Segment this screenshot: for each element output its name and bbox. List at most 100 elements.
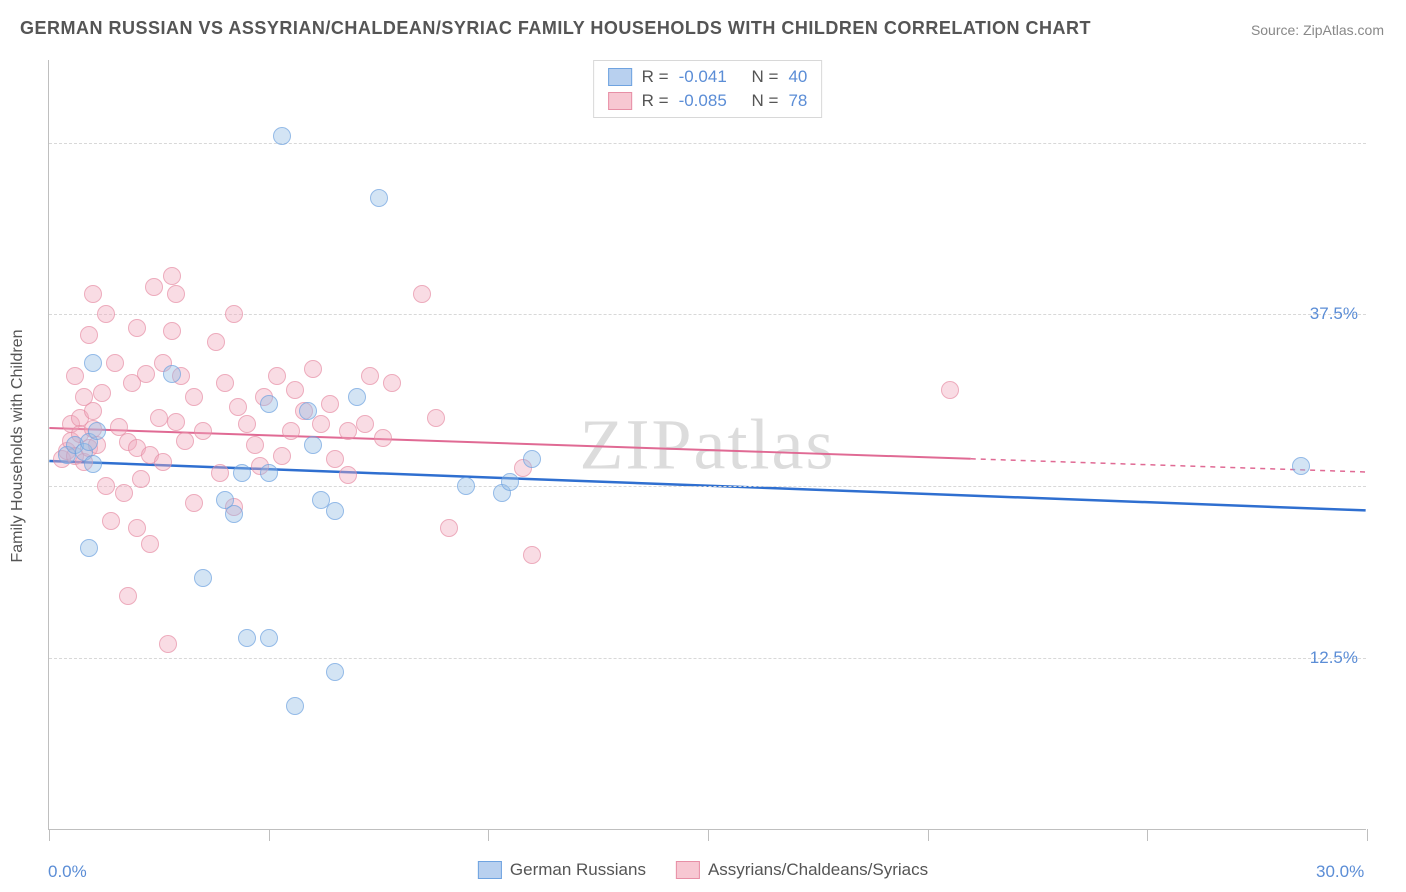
scatter-point — [260, 464, 278, 482]
legend-row-series-2: R = -0.085 N = 78 — [608, 89, 808, 113]
scatter-point — [106, 354, 124, 372]
scatter-point — [225, 505, 243, 523]
scatter-point — [339, 422, 357, 440]
scatter-point — [246, 436, 264, 454]
legend-series: German Russians Assyrians/Chaldeans/Syri… — [478, 860, 928, 880]
x-tick — [1367, 829, 1368, 841]
scatter-point — [150, 409, 168, 427]
scatter-point — [93, 384, 111, 402]
r-value-1: -0.041 — [679, 67, 727, 87]
gridline — [49, 658, 1366, 659]
scatter-point — [88, 422, 106, 440]
n-value-1: 40 — [788, 67, 807, 87]
n-value-2: 78 — [788, 91, 807, 111]
scatter-point — [941, 381, 959, 399]
scatter-point — [501, 473, 519, 491]
scatter-point — [326, 450, 344, 468]
scatter-point — [268, 367, 286, 385]
scatter-point — [119, 587, 137, 605]
legend-item-2: Assyrians/Chaldeans/Syriacs — [676, 860, 928, 880]
r-label: R = — [642, 67, 669, 87]
scatter-point — [440, 519, 458, 537]
x-tick — [708, 829, 709, 841]
scatter-point — [523, 546, 541, 564]
r-label: R = — [642, 91, 669, 111]
x-tick — [269, 829, 270, 841]
scatter-point — [167, 285, 185, 303]
scatter-point — [145, 278, 163, 296]
gridline — [49, 314, 1366, 315]
x-tick — [488, 829, 489, 841]
scatter-point — [115, 484, 133, 502]
scatter-point — [167, 413, 185, 431]
scatter-point — [286, 697, 304, 715]
scatter-point — [225, 305, 243, 323]
scatter-point — [383, 374, 401, 392]
legend-label-2: Assyrians/Chaldeans/Syriacs — [708, 860, 928, 880]
n-label: N = — [752, 91, 779, 111]
scatter-point — [339, 466, 357, 484]
scatter-point — [154, 453, 172, 471]
scatter-point — [194, 569, 212, 587]
scatter-point — [84, 285, 102, 303]
scatter-point — [207, 333, 225, 351]
scatter-point — [282, 422, 300, 440]
scatter-point — [374, 429, 392, 447]
scatter-point — [128, 319, 146, 337]
legend-row-series-1: R = -0.041 N = 40 — [608, 65, 808, 89]
scatter-point — [523, 450, 541, 468]
scatter-point — [233, 464, 251, 482]
scatter-point — [1292, 457, 1310, 475]
scatter-point — [163, 267, 181, 285]
scatter-point — [185, 494, 203, 512]
scatter-point — [312, 415, 330, 433]
scatter-point — [211, 464, 229, 482]
scatter-point — [413, 285, 431, 303]
legend-label-1: German Russians — [510, 860, 646, 880]
scatter-point — [141, 535, 159, 553]
y-tick-label: 12.5% — [1310, 648, 1358, 668]
scatter-point — [457, 477, 475, 495]
scatter-point — [194, 422, 212, 440]
plot-area: ZIPatlas R = -0.041 N = 40 R = -0.085 N … — [48, 60, 1366, 830]
scatter-point — [238, 415, 256, 433]
scatter-point — [163, 365, 181, 383]
scatter-point — [80, 539, 98, 557]
x-tick-label: 0.0% — [48, 862, 87, 882]
y-tick-label: 37.5% — [1310, 304, 1358, 324]
chart-container: GERMAN RUSSIAN VS ASSYRIAN/CHALDEAN/SYRI… — [0, 0, 1406, 892]
scatter-point — [128, 519, 146, 537]
r-value-2: -0.085 — [679, 91, 727, 111]
legend-correlation: R = -0.041 N = 40 R = -0.085 N = 78 — [593, 60, 823, 118]
scatter-point — [370, 189, 388, 207]
source-name: ZipAtlas.com — [1303, 22, 1384, 38]
x-tick — [49, 829, 50, 841]
swatch-series-2 — [608, 92, 632, 110]
scatter-point — [84, 354, 102, 372]
chart-title: GERMAN RUSSIAN VS ASSYRIAN/CHALDEAN/SYRI… — [20, 18, 1091, 39]
scatter-point — [238, 629, 256, 647]
scatter-point — [273, 447, 291, 465]
watermark: ZIPatlas — [580, 403, 836, 486]
source-label: Source: — [1251, 22, 1299, 38]
y-axis-label: Family Households with Children — [9, 330, 27, 563]
scatter-point — [185, 388, 203, 406]
scatter-point — [321, 395, 339, 413]
scatter-point — [229, 398, 247, 416]
scatter-point — [286, 381, 304, 399]
gridline — [49, 143, 1366, 144]
scatter-point — [260, 629, 278, 647]
scatter-point — [361, 367, 379, 385]
swatch-series-2 — [676, 861, 700, 879]
x-tick — [928, 829, 929, 841]
scatter-point — [132, 470, 150, 488]
scatter-point — [66, 367, 84, 385]
scatter-point — [84, 455, 102, 473]
scatter-point — [163, 322, 181, 340]
source-credit: Source: ZipAtlas.com — [1251, 22, 1384, 38]
n-label: N = — [752, 67, 779, 87]
scatter-point — [304, 436, 322, 454]
scatter-point — [137, 365, 155, 383]
scatter-point — [80, 326, 98, 344]
scatter-point — [356, 415, 374, 433]
